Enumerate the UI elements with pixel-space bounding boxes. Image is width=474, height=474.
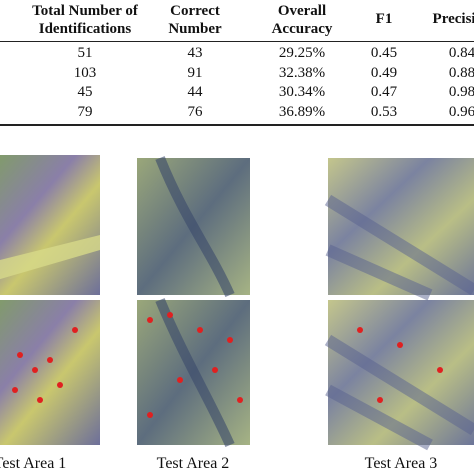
image-feature [155, 298, 235, 448]
table-cell: 0.98 [448, 84, 474, 100]
caption: Test Area 3 [364, 455, 438, 472]
table-cell: 76 [187, 103, 203, 120]
table-cell: 0.53 [370, 103, 398, 120]
image-feature [324, 194, 474, 451]
table-cell: 0.84 [448, 45, 474, 61]
table-cell: 0.45 [370, 45, 398, 61]
table-cell: 43 [187, 45, 203, 61]
table-cell: 0.49 [370, 64, 398, 81]
table-cell: 0.47 [370, 84, 398, 100]
table-rule [0, 41, 474, 42]
table-header: Precision [432, 11, 474, 27]
table-cell: 0.96 [448, 103, 474, 120]
table-rule [0, 124, 474, 126]
table-cell: 79 [77, 103, 93, 120]
table-cell: 51 [77, 45, 93, 61]
table-cell: 32.38% [278, 64, 326, 81]
table-cell: 0.88 [448, 64, 474, 81]
table-cell: 91 [187, 64, 203, 81]
table-header: Correct Number [168, 3, 222, 37]
table-header: Overall Accuracy [271, 3, 333, 37]
table-header: Total Number of Identifications [32, 3, 138, 37]
table-cell: 29.25% [278, 45, 326, 61]
detection-dots [12, 312, 443, 418]
table-cell: 103 [73, 64, 97, 81]
table-cell: 45 [77, 84, 93, 100]
caption: Test Area 1 [0, 455, 67, 472]
image [0, 300, 100, 445]
table-cell: 30.34% [278, 84, 326, 100]
table-cell: 36.89% [278, 103, 326, 120]
table-header: F1 [375, 11, 393, 27]
image-feature [0, 235, 100, 280]
image-feature [155, 156, 235, 298]
caption: Test Area 2 [156, 455, 230, 472]
table-cell: 44 [187, 84, 203, 100]
